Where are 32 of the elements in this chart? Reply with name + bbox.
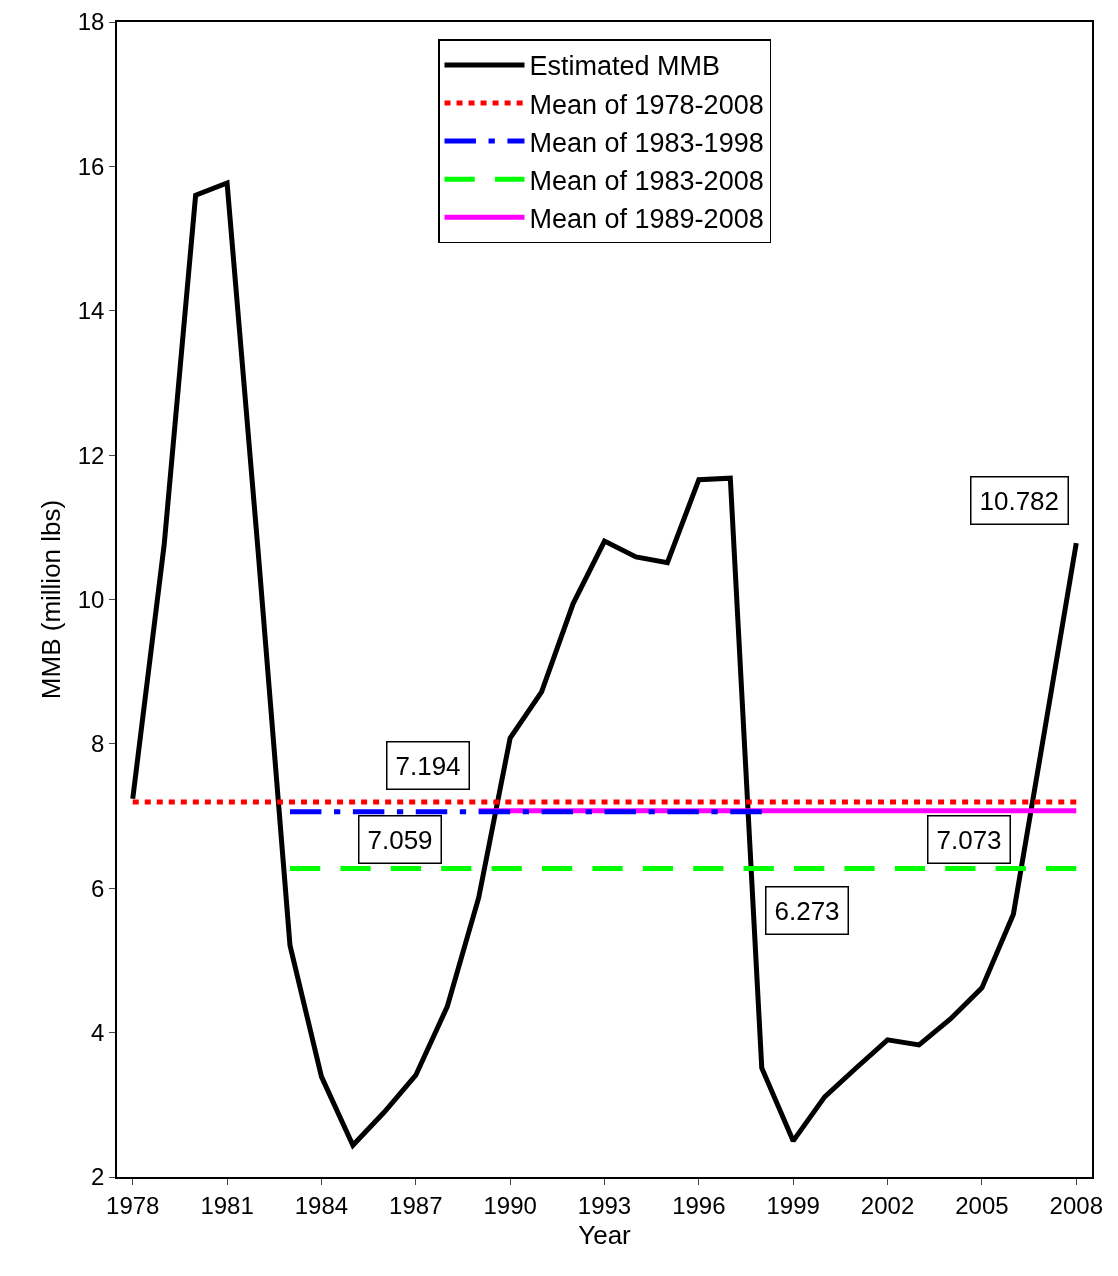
y-tick-label: 6 <box>91 874 105 902</box>
legend-label: Mean of 1978-2008 <box>529 89 764 120</box>
y-tick-label: 14 <box>77 297 105 325</box>
legend-label: Mean of 1989-2008 <box>529 203 764 234</box>
annotation: 6.273 <box>774 895 840 926</box>
x-tick-label: 1996 <box>672 1191 726 1219</box>
x-tick-label: 1981 <box>200 1191 254 1219</box>
legend-label: Mean of 1983-1998 <box>529 127 764 158</box>
x-tick-label: 2002 <box>860 1191 915 1219</box>
y-tick-label: 16 <box>77 152 105 180</box>
legend-label: Mean of 1983-2008 <box>529 165 764 196</box>
legend-label: Estimated MMB <box>529 51 721 82</box>
x-tick-label: 1987 <box>389 1191 443 1219</box>
y-tick-label: 2 <box>91 1163 105 1191</box>
y-tick-label: 18 <box>77 8 105 36</box>
annotation: 10.782 <box>979 485 1060 516</box>
x-tick-label: 2008 <box>1049 1191 1103 1219</box>
annotation: 7.073 <box>936 824 1002 855</box>
x-tick-label: 1990 <box>483 1191 537 1219</box>
y-tick-label: 12 <box>77 441 105 469</box>
x-tick-label: 1984 <box>294 1191 349 1219</box>
x-tick-label: 1999 <box>766 1191 820 1219</box>
x-tick-label: 1993 <box>577 1191 632 1219</box>
x-tick-label: 2005 <box>955 1191 1009 1219</box>
x-tick-label: 1978 <box>106 1191 160 1219</box>
annotation: 7.194 <box>395 750 461 781</box>
annotation: 7.059 <box>367 824 433 855</box>
x-axis-title: Year <box>578 1219 632 1250</box>
y-tick-label: 8 <box>91 730 105 758</box>
y-tick-label: 10 <box>77 585 105 613</box>
y-axis-title: MMB (million lbs) <box>35 499 66 700</box>
y-tick-label: 4 <box>91 1019 105 1047</box>
